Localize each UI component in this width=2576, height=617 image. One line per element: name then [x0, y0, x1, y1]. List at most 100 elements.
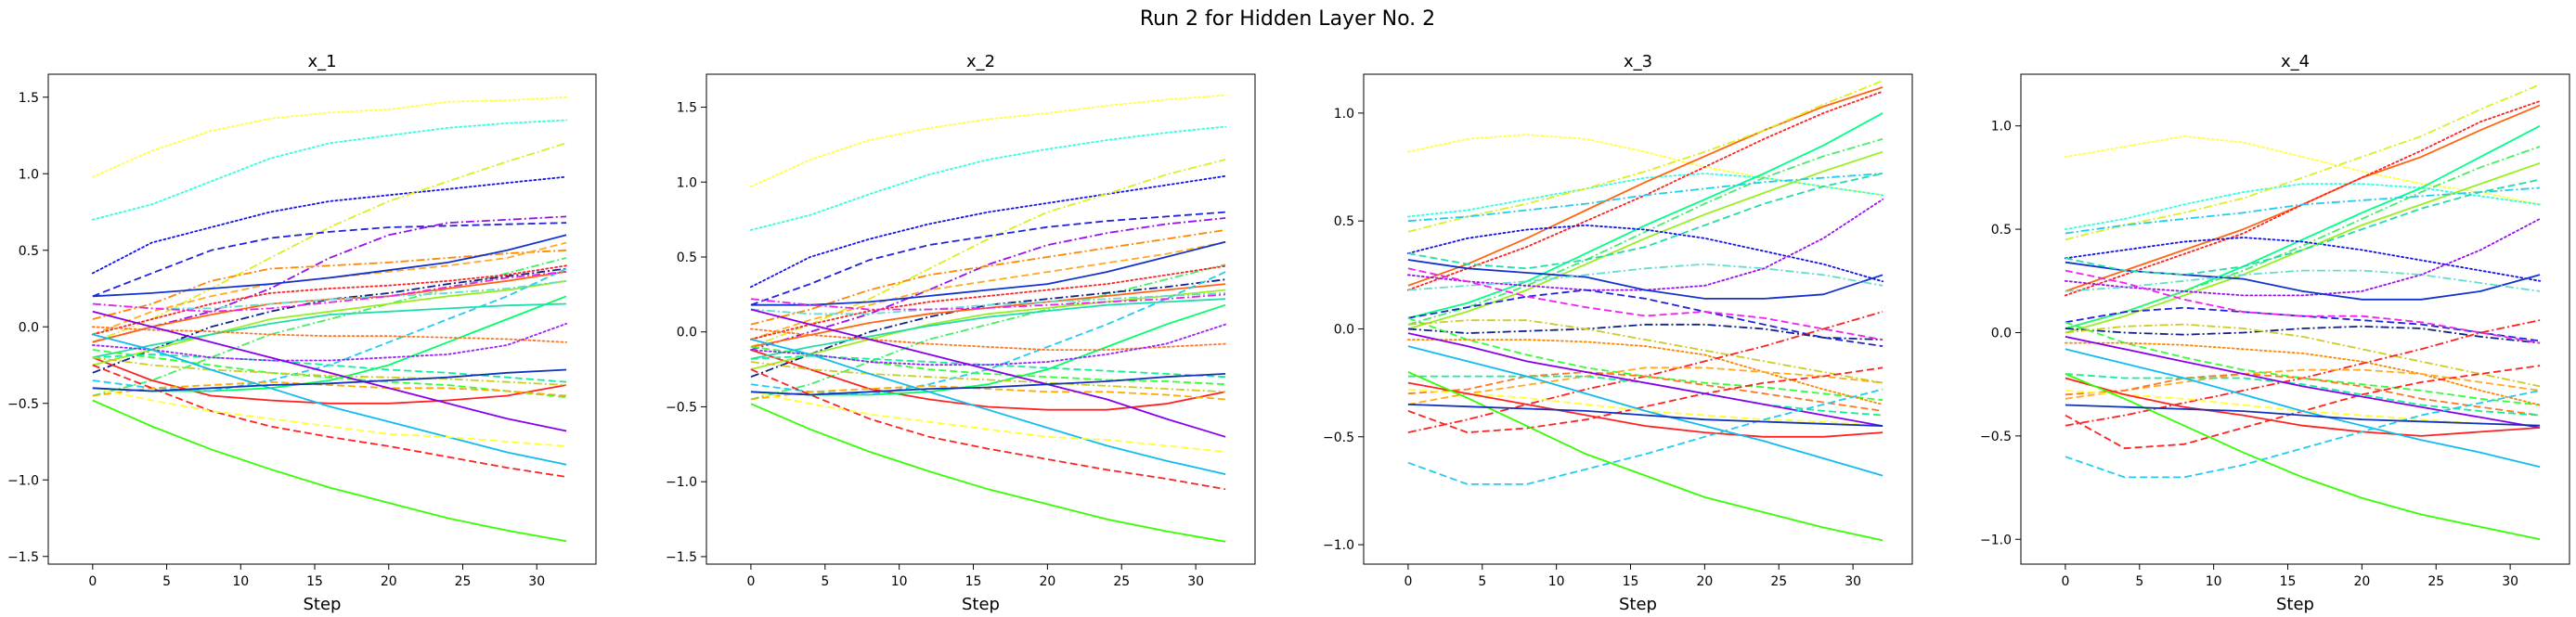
x-tick-label: 20 [381, 574, 397, 589]
y-tick-label: 0.5 [1334, 214, 1354, 229]
series-line-7 [750, 229, 1226, 326]
series-line-27 [750, 308, 1226, 438]
series-line-24 [91, 322, 567, 362]
series-line-5 [92, 222, 567, 298]
series-line-4 [1407, 80, 1883, 233]
x-tick-label: 30 [528, 574, 545, 589]
figure-suptitle: Run 2 for Hidden Layer No. 2 [1140, 7, 1435, 31]
series-line-4 [750, 159, 1226, 348]
y-tick-label: −1.5 [666, 550, 697, 565]
series-line-32 [1407, 404, 1883, 427]
series-line-6 [750, 217, 1226, 351]
subplot-title: x_1 [307, 52, 336, 71]
x-tick-label: 0 [746, 574, 755, 589]
series-line-3 [2065, 84, 2541, 241]
series-line-19 [750, 298, 1226, 360]
series-line-1 [91, 96, 567, 178]
series-line-26 [750, 384, 1226, 401]
x-tick-label: 25 [1770, 574, 1787, 589]
series-line-27 [2065, 336, 2541, 429]
series-line-6 [92, 215, 567, 343]
series-line-7 [2065, 146, 2541, 329]
x-tick-label: 20 [1039, 574, 1055, 589]
series-group [1407, 80, 1883, 542]
x-tick-label: 15 [306, 574, 323, 589]
series-line-9 [92, 234, 567, 298]
y-tick-label: 1.0 [1991, 120, 2012, 135]
y-tick-label: −1.0 [1980, 533, 2012, 547]
series-line-13 [1407, 173, 1883, 270]
series-line-10 [2064, 237, 2542, 282]
x-tick-label: 10 [2206, 574, 2222, 589]
x-axis-label: Step [1619, 595, 1657, 614]
series-line-29 [2065, 348, 2541, 469]
series-line-9 [750, 240, 1226, 306]
x-tick-label: 30 [2502, 574, 2518, 589]
series-line-2 [1407, 173, 1883, 218]
series-line-31 [92, 399, 567, 543]
x-tick-label: 10 [1548, 574, 1565, 589]
series-line-13 [91, 264, 567, 336]
series-line-12 [750, 349, 1226, 411]
series-line-8 [2065, 161, 2541, 334]
x-tick-label: 25 [455, 574, 472, 589]
x-tick-label: 10 [891, 574, 908, 589]
axes-frame [2020, 73, 2570, 565]
x-tick-label: 5 [162, 574, 171, 589]
y-tick-label: 1.0 [677, 175, 697, 190]
series-line-30 [92, 387, 567, 447]
series-line-17 [1407, 267, 1883, 341]
y-tick-label: 0.5 [19, 244, 39, 259]
series-group [750, 94, 1226, 543]
x-axis-label: Step [304, 595, 342, 614]
subplot-2: 0 5 10 15 20 25 30 −1.5 −1.0 −0.5 0.0 0.5 1.0 1.5 x_2 S… [666, 52, 1256, 614]
series-line-10 [92, 257, 567, 397]
series-line-29 [1407, 345, 1883, 477]
subplot-1: 0 5 10 15 20 25 30 −1.5 −1.0 −0.5 0.0 0.5 1.0 1.5 x_1 S… [7, 52, 597, 614]
series-line-32 [2065, 404, 2541, 427]
series-line-16 [750, 303, 1226, 396]
series-line-15 [92, 279, 567, 366]
x-axis-label: Step [2276, 595, 2314, 614]
y-tick-label: −1.0 [666, 475, 697, 490]
series-line-19 [1407, 339, 1883, 405]
series-line-22 [1407, 366, 1883, 405]
series-line-28 [1407, 381, 1883, 438]
series-line-23 [750, 328, 1226, 352]
subplot-title: x_3 [1624, 52, 1652, 71]
y-tick-label: 1.0 [19, 167, 39, 182]
x-tick-label: 0 [88, 574, 97, 589]
series-line-29 [750, 368, 1226, 491]
series-line-23 [91, 326, 567, 343]
series-line-9 [2065, 186, 2541, 235]
series-line-12 [92, 356, 567, 405]
series-line-14 [2065, 306, 2541, 342]
subplot-title: x_4 [2281, 52, 2310, 71]
series-line-24 [1407, 366, 1883, 434]
series-line-18 [2065, 321, 2541, 406]
series-line-18 [92, 279, 567, 310]
series-line-20 [92, 270, 567, 313]
series-line-1 [750, 94, 1226, 188]
series-line-14 [1407, 289, 1883, 347]
series-line-21 [92, 349, 567, 398]
series-line-25 [750, 361, 1226, 393]
series-line-28 [2065, 377, 2541, 437]
series-line-13 [750, 264, 1226, 341]
series-line-16 [2065, 269, 2541, 292]
y-tick-label: −0.5 [666, 400, 697, 415]
series-line-3 [750, 174, 1226, 289]
y-tick-label: −0.5 [1323, 431, 1354, 445]
series-line-10 [1407, 224, 1883, 283]
x-tick-label: 5 [2135, 574, 2143, 589]
series-line-28 [92, 333, 567, 466]
y-tick-label: 0.5 [1991, 223, 2012, 238]
x-tick-label: 25 [2427, 574, 2444, 589]
y-tick-label: 1.5 [19, 91, 39, 106]
y-tick-label: 0.5 [677, 251, 697, 265]
series-line-30 [1407, 388, 1883, 485]
series-line-27 [1407, 332, 1883, 427]
series-line-10 [750, 264, 1226, 401]
subplot-4: 0 5 10 15 20 25 30 −1.0 −0.5 0.0 0.5 1.0 x_4 Step [1980, 52, 2570, 614]
